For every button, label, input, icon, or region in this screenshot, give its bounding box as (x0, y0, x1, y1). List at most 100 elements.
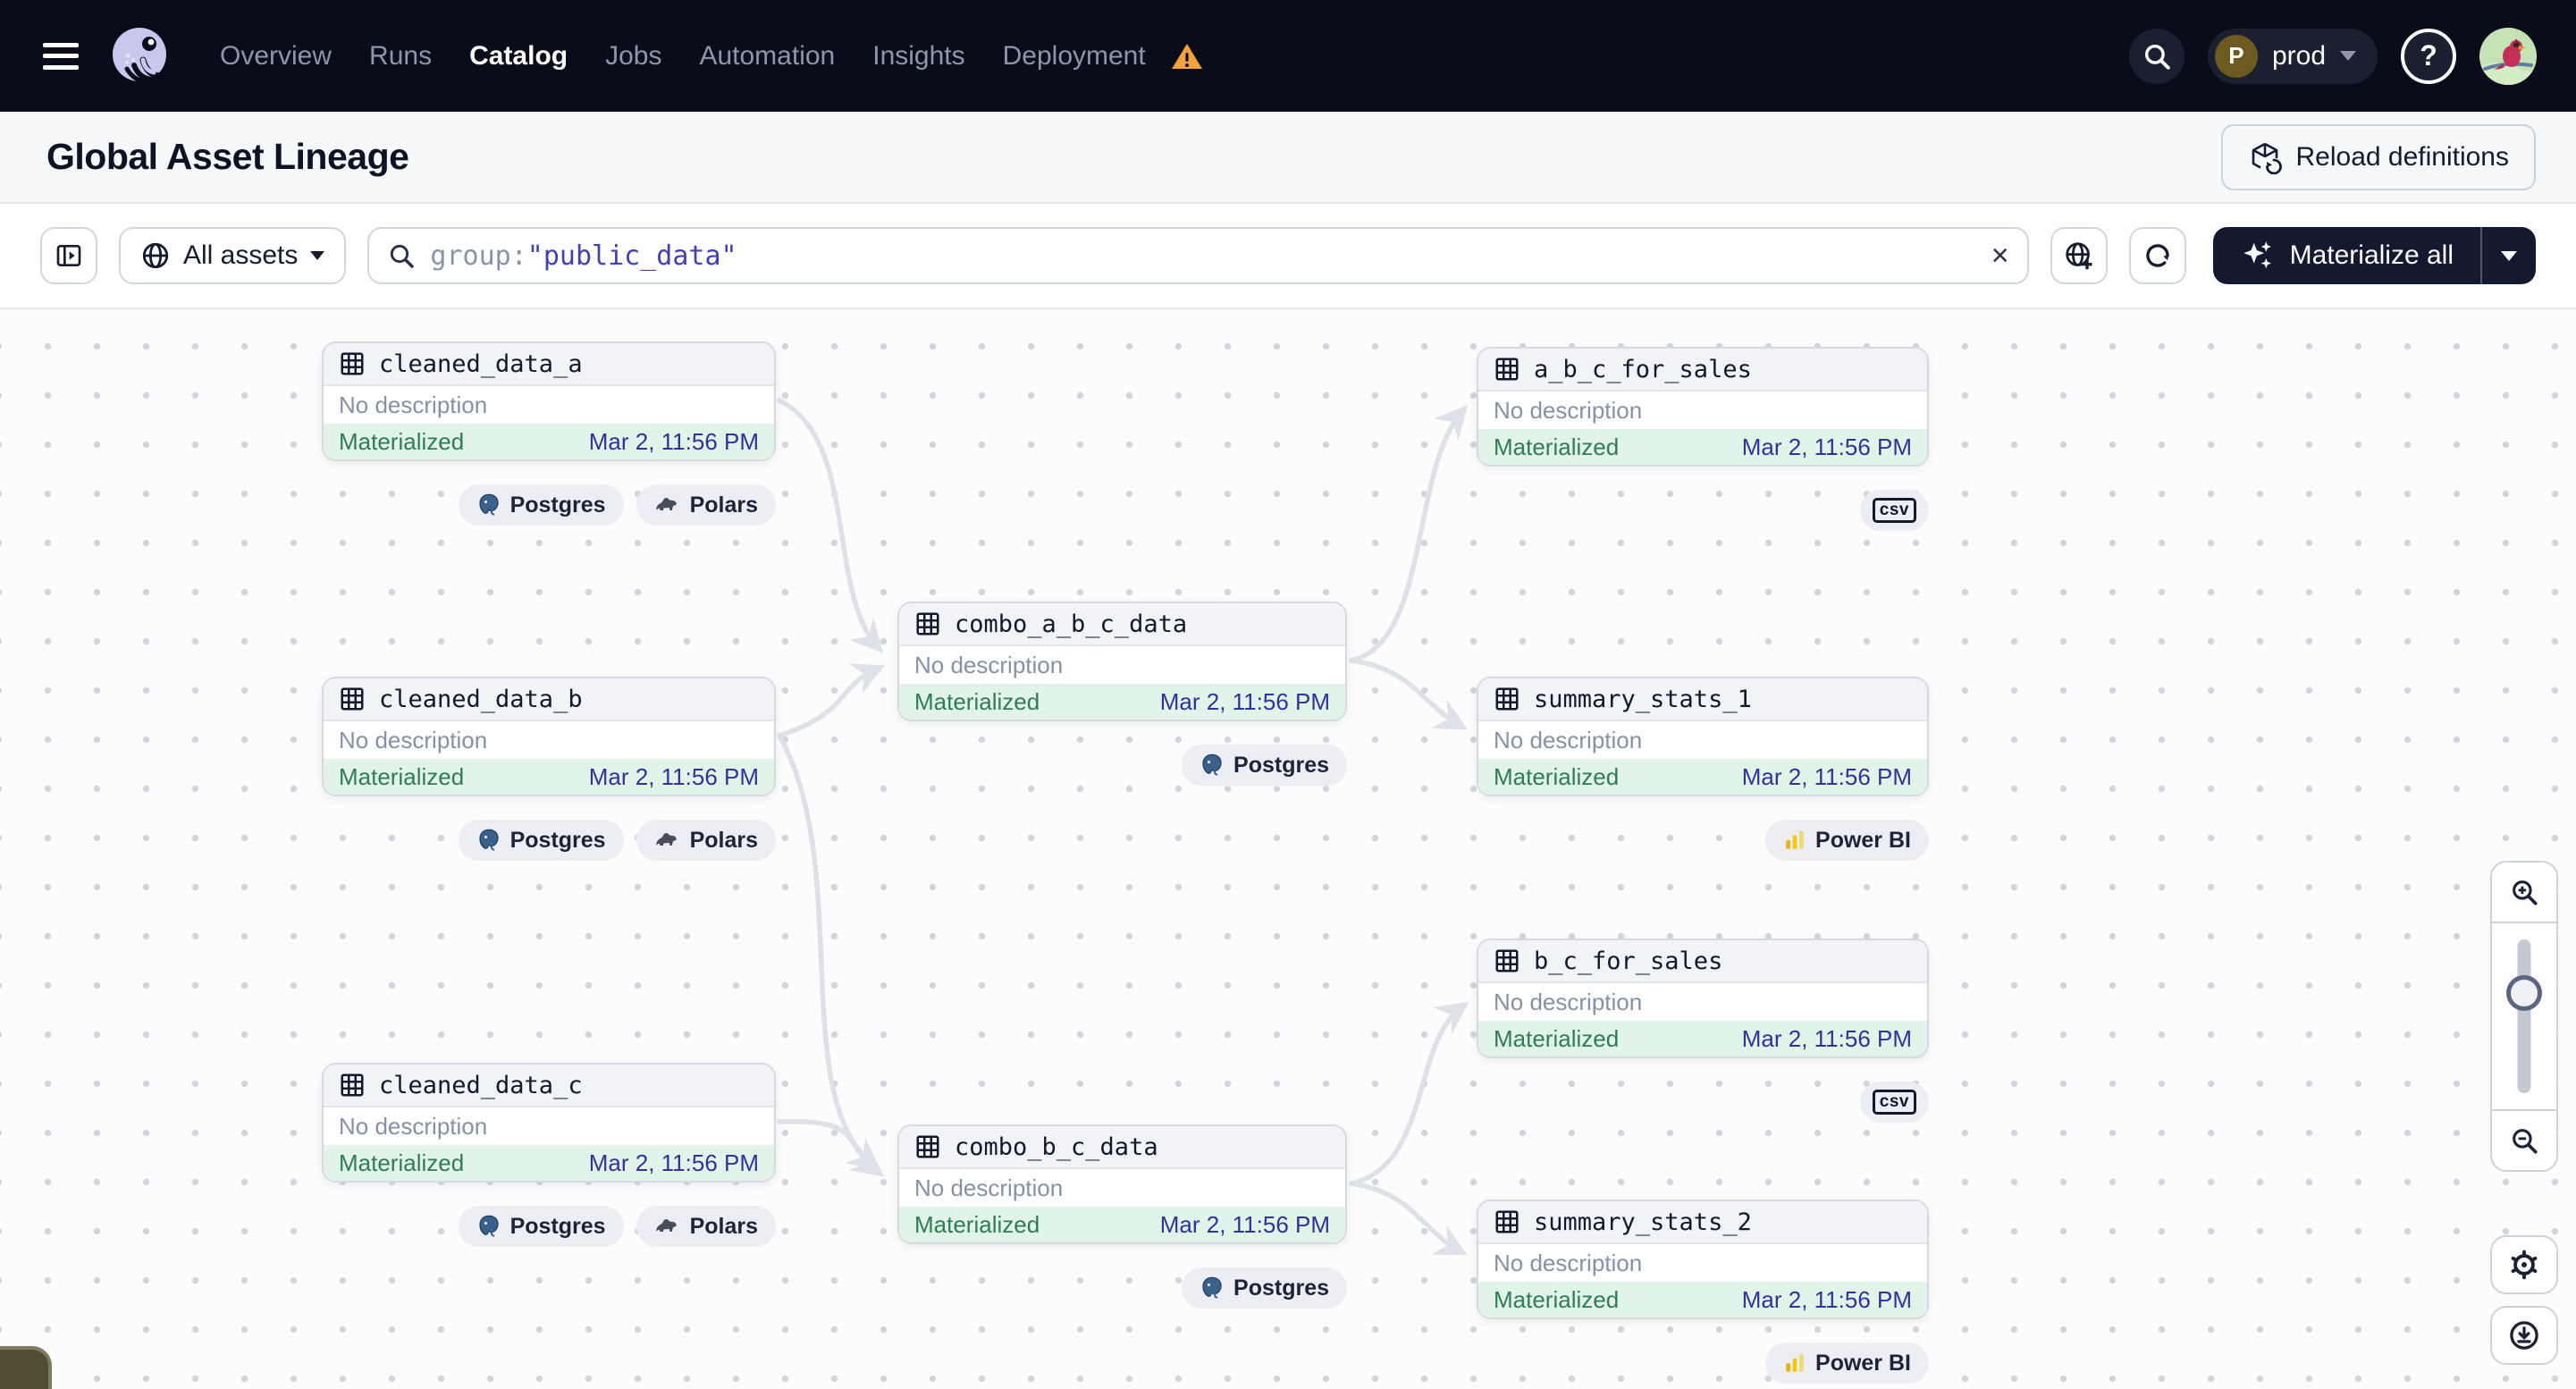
status-badge: Materialized (1494, 433, 1620, 460)
reload-definitions-button[interactable]: Reload definitions (2220, 123, 2536, 190)
asset-node-summary-stats-2[interactable]: summary_stats_2 No description Materiali… (1477, 1200, 1929, 1319)
tag-csv[interactable]: csv (1859, 490, 1929, 531)
lineage-edges (777, 398, 1469, 1256)
nav-item-automation[interactable]: Automation (699, 40, 836, 71)
tag-postgres[interactable]: Postgres (1182, 745, 1347, 786)
minimap[interactable] (0, 1346, 52, 1389)
global-search-button[interactable] (2128, 28, 2185, 84)
tag-row: Postgres Polars (322, 1206, 776, 1247)
status-badge: Materialized (339, 1149, 465, 1176)
asset-node-cleaned-data-a[interactable]: cleaned_data_a No description Materializ… (322, 341, 776, 461)
materialization-time[interactable]: Mar 2, 11:56 PM (1741, 1285, 1912, 1313)
materialization-time[interactable]: Mar 2, 11:56 PM (588, 762, 759, 790)
tag-postgres[interactable]: Postgres (1182, 1267, 1347, 1309)
tag-row: csv (1477, 1082, 1929, 1123)
environment-switcher[interactable]: P prod (2207, 28, 2378, 84)
fetch-external-assets-button[interactable] (2050, 227, 2108, 284)
polars-icon (655, 1218, 677, 1232)
materialize-options-button[interactable] (2482, 227, 2536, 284)
nav-item-jobs[interactable]: Jobs (605, 40, 662, 71)
lineage-canvas[interactable]: cleaned_data_a No description Materializ… (0, 309, 2576, 1389)
nav-item-insights[interactable]: Insights (872, 40, 965, 71)
download-icon (2510, 1321, 2538, 1350)
materialization-time[interactable]: Mar 2, 11:56 PM (588, 1149, 759, 1176)
tag-label: Postgres (509, 827, 606, 853)
powerbi-icon (1786, 1353, 1804, 1372)
button-divider (2480, 227, 2482, 284)
tag-powerbi[interactable]: Power BI (1765, 1343, 1929, 1384)
materialization-time[interactable]: Mar 2, 11:56 PM (1741, 1024, 1912, 1052)
zoom-slider[interactable] (2492, 923, 2556, 1109)
materialization-time[interactable]: Mar 2, 11:56 PM (1741, 762, 1912, 790)
table-icon (1495, 949, 1519, 972)
help-icon: ? (2401, 28, 2456, 84)
search-query-value: "public_data" (526, 240, 737, 272)
tag-postgres[interactable]: Postgres (458, 820, 624, 861)
asset-node-summary-stats-1[interactable]: summary_stats_1 No description Materiali… (1477, 677, 1929, 796)
tag-label: Postgres (1233, 1275, 1329, 1301)
tag-label: Power BI (1815, 1350, 1911, 1376)
zoom-out-button[interactable] (2492, 1109, 2556, 1170)
asset-scope-dropdown[interactable]: All assets (119, 227, 347, 284)
asset-description: No description (339, 391, 488, 418)
asset-description: No description (1494, 1249, 1643, 1276)
page-title: Global Asset Lineage (46, 136, 409, 177)
zoom-slider-track[interactable] (2517, 939, 2531, 1093)
graph-settings-button[interactable] (2490, 1235, 2558, 1294)
tag-polars[interactable]: Polars (636, 1206, 776, 1247)
status-badge: Materialized (914, 687, 1040, 715)
dagster-logo-icon[interactable] (107, 24, 172, 88)
zoom-slider-handle[interactable] (2506, 975, 2542, 1011)
materialization-time[interactable]: Mar 2, 11:56 PM (588, 427, 759, 455)
materialization-time[interactable]: Mar 2, 11:56 PM (1159, 1210, 1330, 1238)
tag-polars[interactable]: Polars (636, 484, 776, 526)
polars-icon (655, 497, 677, 510)
tag-postgres[interactable]: Postgres (458, 484, 624, 526)
asset-search-input[interactable]: group: "public_data" × (367, 227, 2029, 284)
nav-item-catalog[interactable]: Catalog (469, 40, 568, 71)
zoom-out-icon (2513, 1129, 2538, 1154)
zoom-control-panel (2490, 861, 2558, 1172)
warning-icon[interactable] (1171, 42, 1203, 71)
tag-powerbi[interactable]: Power BI (1765, 820, 1929, 861)
sparkles-icon (2243, 241, 2271, 269)
materialize-all-button[interactable]: Materialize all (2213, 227, 2480, 284)
materialization-time[interactable]: Mar 2, 11:56 PM (1159, 687, 1330, 715)
status-badge: Materialized (914, 1210, 1040, 1238)
refresh-button[interactable] (2128, 227, 2186, 284)
open-asset-panel-button[interactable] (40, 227, 97, 284)
table-icon (1495, 687, 1519, 711)
tag-label: Polars (689, 1213, 758, 1239)
postgres-icon (1202, 753, 1222, 776)
table-icon (1495, 358, 1519, 381)
menu-icon[interactable] (43, 42, 79, 70)
tag-csv[interactable]: csv (1859, 1082, 1929, 1123)
tag-polars[interactable]: Polars (636, 820, 776, 861)
nav-item-deployment[interactable]: Deployment (1002, 40, 1146, 71)
asset-node-a-b-c-for-sales[interactable]: a_b_c_for_sales No description Materiali… (1477, 347, 1929, 467)
tag-label: Postgres (509, 1213, 606, 1239)
help-button[interactable]: ? (2401, 28, 2456, 84)
nav-item-runs[interactable]: Runs (369, 40, 433, 71)
asset-node-combo-b-c-data[interactable]: combo_b_c_data No description Materializ… (897, 1124, 1347, 1244)
clear-search-button[interactable]: × (1991, 239, 2009, 273)
asset-node-cleaned-data-b[interactable]: cleaned_data_b No description Materializ… (322, 677, 776, 796)
materialization-time[interactable]: Mar 2, 11:56 PM (1741, 433, 1912, 460)
csv-icon: csv (1872, 498, 1916, 523)
tag-postgres[interactable]: Postgres (458, 1206, 624, 1247)
asset-description: No description (1494, 988, 1643, 1015)
asset-description: No description (339, 1112, 488, 1140)
nav-item-overview[interactable]: Overview (220, 40, 333, 71)
tag-row: Power BI (1477, 1343, 1929, 1384)
download-view-button[interactable] (2490, 1306, 2558, 1365)
asset-node-cleaned-data-c[interactable]: cleaned_data_c No description Materializ… (322, 1063, 776, 1183)
reload-cube-icon (2252, 142, 2282, 174)
postgres-icon (1202, 1276, 1222, 1299)
zoom-in-button[interactable] (2492, 863, 2556, 923)
user-avatar[interactable] (2479, 27, 2537, 85)
asset-node-b-c-for-sales[interactable]: b_c_for_sales No description Materialize… (1477, 939, 1929, 1058)
tag-label: Postgres (509, 492, 606, 518)
asset-description: No description (1494, 396, 1643, 424)
asset-node-combo-a-b-c-data[interactable]: combo_a_b_c_data No description Material… (897, 602, 1347, 721)
asset-description: No description (914, 651, 1064, 678)
